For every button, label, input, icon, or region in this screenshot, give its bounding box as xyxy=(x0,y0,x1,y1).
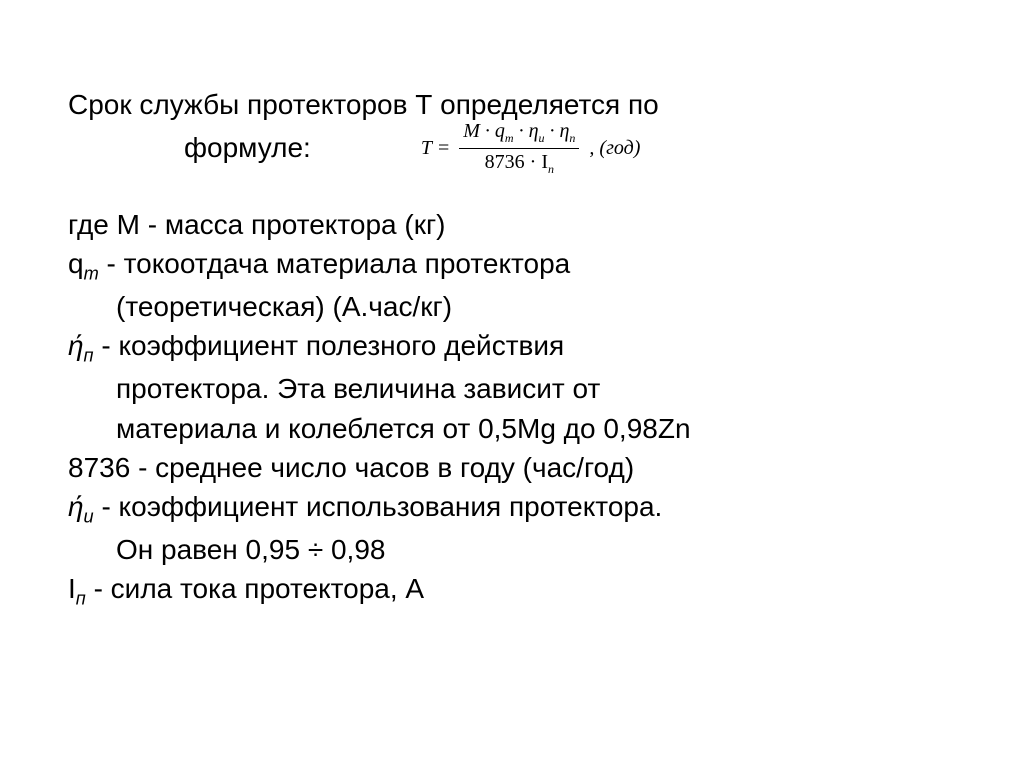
sym-eta-p: ή xyxy=(68,330,84,361)
formula-row: формуле: T = M · qm · ηu · ηn 8736 · In … xyxy=(68,120,964,177)
def-Ip: Iп - сила тока протектора, А xyxy=(68,569,964,612)
sym-eta-u: ή xyxy=(68,491,84,522)
formula-lhs: T xyxy=(421,137,432,160)
def-where-M: где М - масса протектора (кг) xyxy=(68,205,964,244)
def-eta-p-line3: материала и колеблется от 0,5Mg до 0,98Z… xyxy=(68,409,964,448)
def-eta-u-line1: ήu - коэффициент использования протектор… xyxy=(68,487,964,530)
def-const: 8736 - среднее число часов в году (час/г… xyxy=(68,448,964,487)
formula-unit: , (год) xyxy=(589,137,640,160)
formula: T = M · qm · ηu · ηn 8736 · In , (год) xyxy=(311,120,641,177)
fraction: M · qm · ηu · ηn 8736 · In xyxy=(459,120,579,177)
equals-sign: = xyxy=(438,137,449,160)
def-eta-u-text: - коэффициент использования протектора. xyxy=(94,491,663,522)
sym-q-sub: m xyxy=(84,264,99,284)
numerator: M · qm · ηu · ηn xyxy=(459,120,579,149)
num-sub-1: m xyxy=(505,131,514,145)
den-sub: n xyxy=(548,162,554,176)
sym-I: I xyxy=(68,573,76,604)
num-part-2: · η xyxy=(514,120,539,142)
sym-eta-p-sub: п xyxy=(84,346,94,366)
def-qm-text: - токоотдача материала протектора xyxy=(99,248,571,279)
sym-eta-u-sub: u xyxy=(84,506,94,526)
title-line-2: формуле: xyxy=(68,132,311,164)
den-part-1: 8736 · I xyxy=(485,151,548,173)
sym-I-sub: п xyxy=(76,589,86,609)
slide-content: Срок службы протекторов Т определяется п… xyxy=(0,0,1024,612)
def-eta-p-text: - коэффициент полезного действия xyxy=(94,330,565,361)
def-eta-p-line1: ήп - коэффициент полезного действия xyxy=(68,326,964,369)
sym-q: q xyxy=(68,248,84,279)
def-eta-p-line2: протектора. Эта величина зависит от xyxy=(68,369,964,408)
definitions: где М - масса протектора (кг) qm - токоо… xyxy=(68,205,964,612)
denominator: 8736 · In xyxy=(481,149,558,177)
def-Ip-text: - сила тока протектора, А xyxy=(86,573,424,604)
def-qm-line2: (теоретическая) (А.час/кг) xyxy=(68,287,964,326)
num-sub-3: n xyxy=(569,131,575,145)
title-line-1: Срок службы протекторов Т определяется п… xyxy=(68,86,964,124)
num-part-1: M · q xyxy=(463,120,505,142)
def-eta-u-line2: Он равен 0,95 ÷ 0,98 xyxy=(68,530,964,569)
def-qm-line1: qm - токоотдача материала протектора xyxy=(68,244,964,287)
num-part-3: · η xyxy=(545,120,570,142)
